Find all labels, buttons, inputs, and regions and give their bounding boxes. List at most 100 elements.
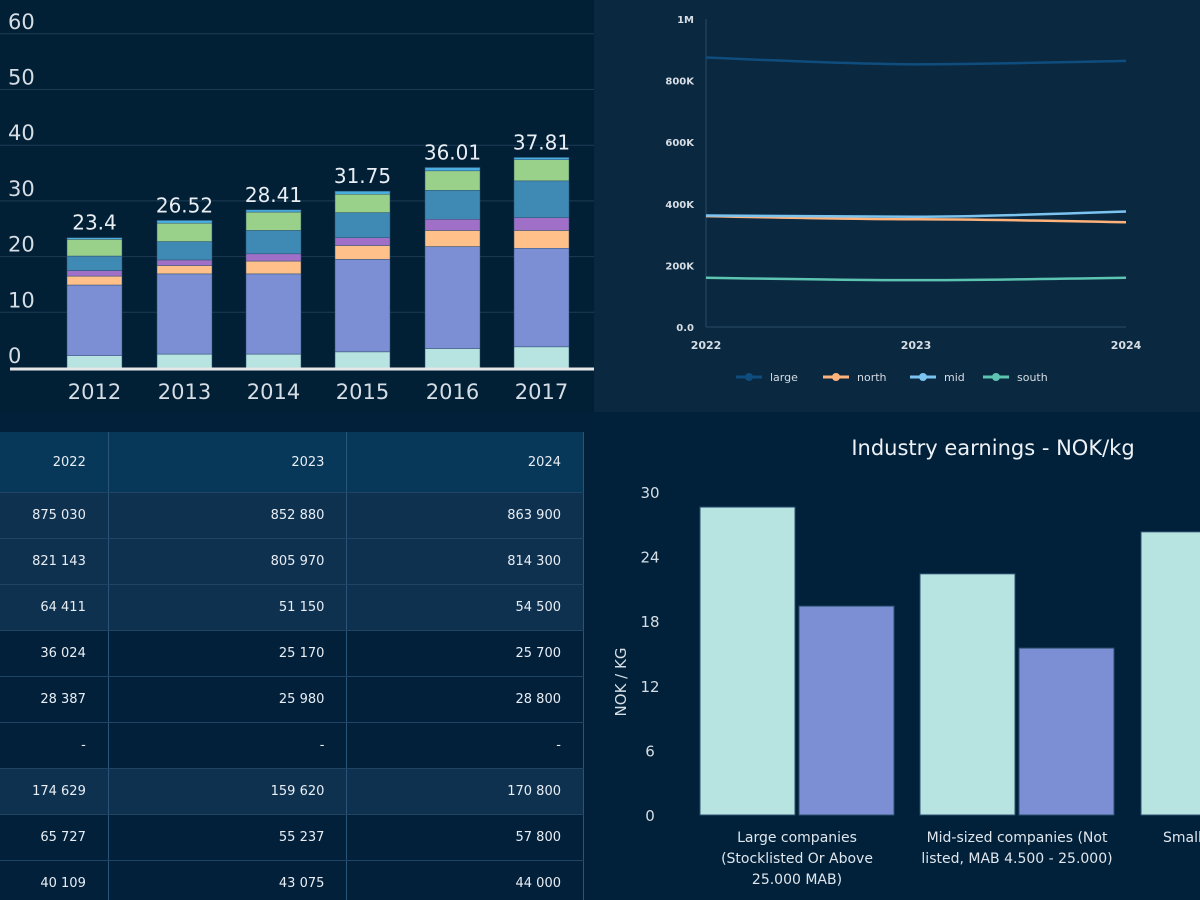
bar-segment bbox=[156, 273, 213, 355]
bar-segment bbox=[513, 157, 570, 160]
column-header[interactable]: 2024 bbox=[346, 432, 584, 493]
line-series-south bbox=[705, 276, 1127, 282]
total-label: 37.81 bbox=[513, 130, 570, 154]
y-tick-label: 800K bbox=[665, 77, 695, 88]
legend-label: large bbox=[770, 371, 798, 384]
bar-segment bbox=[334, 212, 391, 238]
bar-segment bbox=[334, 193, 391, 213]
bar-segment bbox=[66, 284, 123, 356]
x-category-label: Small (B bbox=[1163, 830, 1200, 846]
y-tick-label: 18 bbox=[640, 613, 659, 631]
y-tick-label: 0 bbox=[8, 344, 21, 368]
bar-segment bbox=[424, 348, 481, 369]
table-row[interactable]: 65 727 55 237 57 800 bbox=[0, 814, 584, 861]
bar-segment bbox=[513, 180, 570, 218]
table-cell: 57 800 bbox=[346, 814, 584, 861]
bar-segment bbox=[424, 167, 481, 172]
legend-label: south bbox=[1017, 371, 1048, 384]
total-label: 23.4 bbox=[72, 211, 117, 235]
y-tick-label: 50 bbox=[8, 66, 35, 90]
industry-earnings-chart: Industry earnings - NOK/kg 0 6 12 18 24 30 NOK … bbox=[594, 412, 1200, 900]
bar-segment bbox=[156, 353, 213, 369]
legend-marker bbox=[832, 373, 840, 381]
y-tick-label: 30 bbox=[640, 484, 659, 502]
x-category-label: listed, MAB 4.500 - 25.000) bbox=[921, 851, 1112, 867]
bar bbox=[798, 605, 895, 816]
table-row[interactable]: 875 030 852 880 863 900 bbox=[0, 492, 584, 539]
y-tick-label: 24 bbox=[640, 549, 659, 567]
table-cell: 51 150 bbox=[108, 584, 348, 631]
bar-segment bbox=[245, 260, 302, 275]
column-header[interactable]: 2022 bbox=[0, 432, 109, 493]
bar-segment bbox=[245, 273, 302, 355]
y-tick-label: 10 bbox=[8, 288, 35, 312]
legend-marker bbox=[992, 373, 1000, 381]
y-tick-label: 0.0 bbox=[676, 323, 694, 334]
table-cell: 54 500 bbox=[346, 584, 584, 631]
bar-segment bbox=[424, 246, 481, 349]
bar-segment bbox=[156, 265, 213, 275]
table-cell: 159 620 bbox=[108, 768, 348, 815]
bar-segment bbox=[424, 230, 481, 247]
table-row[interactable]: 64 411 51 150 54 500 bbox=[0, 584, 584, 631]
y-tick-label: 600K bbox=[665, 138, 695, 149]
bar-segment bbox=[424, 219, 481, 231]
x-tick-label: 2014 bbox=[247, 380, 300, 404]
x-tick-label: 2012 bbox=[68, 380, 121, 404]
bar-segment bbox=[156, 222, 213, 242]
y-tick-label: 0 bbox=[645, 807, 655, 825]
table-cell: 25 980 bbox=[108, 676, 348, 723]
y-tick-label: 1M bbox=[677, 15, 694, 26]
table-cell: 28 387 bbox=[0, 676, 109, 723]
y-tick-label: 30 bbox=[8, 177, 35, 201]
line-series-mid bbox=[705, 210, 1127, 218]
bar-segment bbox=[334, 237, 391, 246]
table-header-row: 2022 2023 2024 bbox=[0, 432, 584, 493]
bar-segment bbox=[334, 190, 391, 195]
bar-segment bbox=[513, 217, 570, 231]
table-row[interactable]: 821 143 805 970 814 300 bbox=[0, 538, 584, 585]
bar-segment bbox=[66, 355, 123, 369]
table-cell: - bbox=[346, 722, 584, 769]
table-cell: 44 000 bbox=[346, 860, 584, 900]
bar bbox=[1018, 647, 1115, 816]
table-cell: 64 411 bbox=[0, 584, 109, 631]
bar-segment bbox=[66, 239, 123, 257]
table-row[interactable]: 36 024 25 170 25 700 bbox=[0, 630, 584, 677]
table-row[interactable]: 40 109 43 075 44 000 bbox=[0, 860, 584, 900]
table-cell: 55 237 bbox=[108, 814, 348, 861]
table-cell: 852 880 bbox=[108, 492, 348, 539]
x-tick-label: 2015 bbox=[336, 380, 389, 404]
table-row[interactable]: 28 387 25 980 28 800 bbox=[0, 676, 584, 723]
line-chart: 0.0 200K 400K 600K 800K 1M 2022 2023 2024 large no… bbox=[594, 0, 1200, 412]
bar-segment bbox=[156, 241, 213, 261]
y-tick-label: 400K bbox=[665, 200, 695, 211]
bar-segment bbox=[66, 270, 123, 277]
bar-segment bbox=[66, 255, 123, 271]
bar-segment bbox=[156, 259, 213, 266]
bar-segment bbox=[156, 220, 213, 224]
bar-segment bbox=[245, 230, 302, 255]
x-tick-label: 2023 bbox=[901, 339, 932, 352]
y-axis-label: NOK / KG bbox=[612, 648, 630, 717]
table-row[interactable]: 174 629 159 620 170 800 bbox=[0, 768, 584, 815]
table-cell: 821 143 bbox=[0, 538, 109, 585]
line-chart-svg: 0.0 200K 400K 600K 800K 1M 2022 2023 2024 large no… bbox=[665, 15, 1142, 384]
stacked-bar-chart: 0 10 20 30 40 50 60 23.4 2012 26.52 2013 28.41 2014 3… bbox=[0, 0, 594, 412]
bar-segment bbox=[245, 211, 302, 231]
x-tick-label: 2017 bbox=[515, 380, 568, 404]
table-cell: 875 030 bbox=[0, 492, 109, 539]
total-label: 26.52 bbox=[156, 193, 213, 217]
y-tick-label: 12 bbox=[640, 678, 659, 696]
x-tick-label: 2024 bbox=[1111, 339, 1142, 352]
table-row[interactable]: --- bbox=[0, 722, 584, 769]
bar-segment bbox=[245, 209, 302, 213]
y-tick-label: 6 bbox=[645, 742, 655, 760]
column-header[interactable]: 2023 bbox=[108, 432, 348, 493]
x-tick-label: 2022 bbox=[691, 339, 722, 352]
y-tick-label: 40 bbox=[8, 121, 35, 145]
table-cell: 174 629 bbox=[0, 768, 109, 815]
line-series-large bbox=[705, 56, 1127, 66]
table-cell: 814 300 bbox=[346, 538, 584, 585]
x-category-label: 25.000 MAB) bbox=[752, 872, 842, 888]
